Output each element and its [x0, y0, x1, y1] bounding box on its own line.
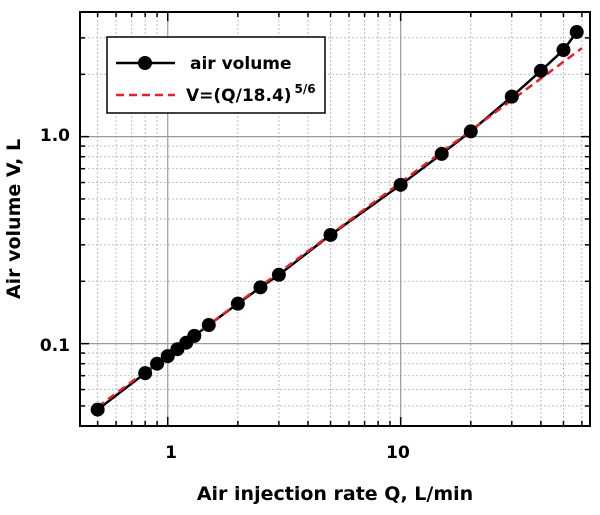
legend: air volume V=(Q/18.4) 5/6 [106, 36, 326, 114]
x-tick-label-10: 10 [386, 443, 410, 463]
tick-labels: 1 10 0.1 1.0 [40, 126, 410, 463]
data-point-marker [160, 349, 175, 364]
x-tick-label-1: 1 [165, 443, 177, 463]
data-point-marker [271, 267, 286, 282]
series-layer [90, 25, 584, 417]
data-point-marker [434, 146, 449, 161]
legend-label-fit-base: V=(Q/18.4) [186, 86, 292, 106]
data-point-marker [138, 366, 153, 381]
data-point-marker [533, 63, 548, 78]
data-point-marker [201, 318, 216, 333]
data-point-marker [253, 280, 268, 295]
data-point-marker [504, 89, 519, 104]
data-point-marker [187, 328, 202, 343]
data-point-marker [323, 227, 338, 242]
legend-label-air-volume: air volume [190, 54, 292, 74]
data-point-marker [556, 43, 571, 58]
data-point-marker [150, 356, 165, 371]
y-tick-label-1.0: 1.0 [40, 126, 70, 146]
data-point-marker [569, 25, 584, 40]
legend-box [106, 36, 326, 114]
x-axis-label: Air injection rate Q, L/min [197, 483, 473, 505]
data-point-marker [90, 402, 105, 417]
data-point-marker [463, 124, 478, 139]
legend-marker-air-volume [138, 56, 152, 70]
legend-label-fit: V=(Q/18.4) 5/6 [186, 82, 316, 106]
data-point-marker [393, 177, 408, 192]
y-axis-label: Air volume V, L [3, 139, 25, 299]
series-fit-line [96, 47, 583, 409]
y-tick-label-0.1: 0.1 [40, 336, 70, 356]
data-point-marker [230, 296, 245, 311]
plot-frame [79, 11, 591, 427]
legend-label-fit-exponent: 5/6 [295, 82, 316, 96]
